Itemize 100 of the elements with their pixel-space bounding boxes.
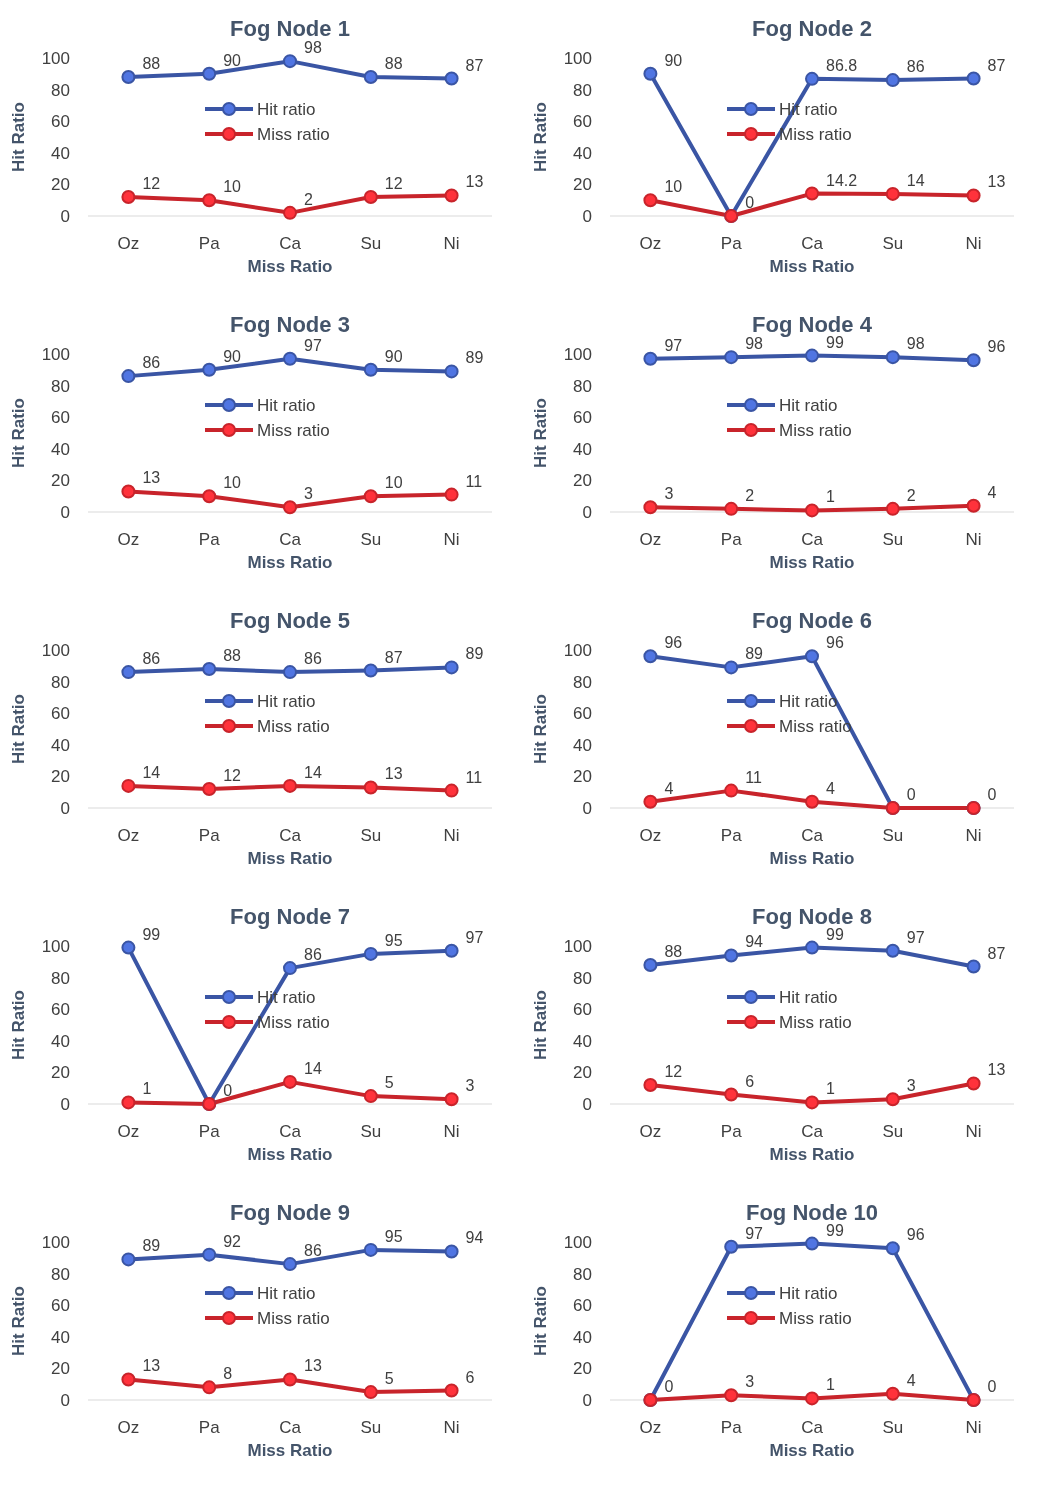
x-tick-label: Oz [639,1122,662,1141]
y-axis-title: Hit Ratio [9,398,28,468]
data-label: 14 [906,171,925,189]
data-label: 11 [465,768,483,786]
y-tick-label: 0 [60,1390,70,1410]
y-tick-label: 40 [573,143,592,163]
x-tick-label: Ca [279,826,302,845]
y-tick-label: 0 [582,502,592,522]
data-label: 0 [987,1378,997,1395]
x-tick-label: Oz [639,530,662,549]
x-tick-label: Pa [720,826,743,845]
legend-label: Miss ratio [257,716,330,736]
x-axis-title: Miss Ratio [769,1145,855,1164]
y-tick-label: 0 [582,798,592,818]
x-tick-label: Oz [117,1418,140,1437]
data-label: 10 [223,474,242,492]
data-label: 3 [745,1373,755,1391]
y-tick-label: 60 [51,1296,70,1316]
y-tick-label: 20 [51,175,70,195]
data-label: 96 [906,1226,925,1244]
legend-label: Hit ratio [779,987,838,1007]
y-axis-title: Hit Ratio [9,694,28,764]
x-tick-label: Oz [117,234,140,253]
data-label: 12 [384,175,403,193]
chart-title: Fog Node 6 [752,608,872,633]
x-axis-title: Miss Ratio [247,553,333,572]
y-tick-label: 0 [60,1094,70,1114]
y-tick-label: 20 [573,175,592,195]
data-label: 94 [465,1229,484,1247]
x-tick-label: Pa [720,1122,743,1141]
data-label: 98 [906,335,925,353]
legend-label: Hit ratio [779,1283,838,1303]
y-tick-label: 80 [51,80,70,100]
x-tick-label: Ca [801,234,824,253]
legend-label: Miss ratio [779,1012,852,1032]
y-tick-label: 60 [573,1296,592,1316]
y-tick-label: 0 [60,798,70,818]
data-label: 4 [987,483,997,501]
y-tick-label: 20 [51,767,70,787]
y-tick-label: 80 [51,1264,70,1284]
x-tick-label: Pa [720,234,743,253]
data-label: 88 [384,54,403,72]
data-label: 0 [906,786,916,803]
y-tick-label: 80 [573,376,592,396]
y-axis-title: Hit Ratio [531,1286,550,1356]
data-label: 6 [465,1368,475,1386]
data-label: 1 [826,1376,835,1394]
data-label: 1 [826,1080,835,1098]
data-label: 6 [745,1072,755,1090]
x-tick-label: Ni [443,826,460,845]
y-tick-label: 0 [582,1390,592,1410]
legend-label: Miss ratio [779,1308,852,1328]
data-label: 87 [987,944,1006,962]
y-tick-label: 60 [573,1000,592,1020]
x-axis-title: Miss Ratio [769,257,855,276]
x-tick-label: Su [882,1418,904,1437]
data-label: 89 [465,645,484,663]
x-tick-label: Su [882,1122,904,1141]
y-tick-label: 40 [51,735,70,755]
data-label: 97 [465,928,484,946]
x-tick-label: Ni [443,234,460,253]
x-tick-label: Su [360,826,382,845]
data-label: 86 [142,650,161,668]
y-tick-label: 20 [51,1359,70,1379]
x-tick-label: Oz [117,826,140,845]
data-label: 0 [987,786,997,803]
y-tick-label: 40 [51,1327,70,1347]
data-label: 10 [664,178,683,196]
data-label: 98 [745,335,764,353]
data-label: 4 [826,779,835,797]
chart-title: Fog Node 2 [752,16,872,41]
y-tick-label: 20 [573,1359,592,1379]
x-tick-label: Ca [279,1122,302,1141]
data-label: 4 [906,1371,916,1389]
y-axis-title: Hit Ratio [531,694,550,764]
x-tick-label: Su [360,1418,382,1437]
x-axis-title: Miss Ratio [769,553,855,572]
legend-label: Hit ratio [257,99,316,119]
y-tick-label: 100 [563,640,592,660]
data-label: 13 [142,1357,161,1375]
x-tick-label: Pa [198,1418,221,1437]
data-label: 95 [384,931,403,949]
y-tick-label: 60 [51,408,70,428]
data-label: 90 [223,51,242,69]
y-axis-title: Hit Ratio [531,102,550,172]
data-label: 14.2 [826,171,858,189]
data-label: 97 [745,1224,764,1242]
x-tick-label: Ni [965,530,982,549]
data-label: 2 [906,486,916,504]
x-axis-title: Miss Ratio [769,849,855,868]
x-tick-label: Pa [198,530,221,549]
y-axis-title: Hit Ratio [9,990,28,1060]
y-tick-label: 60 [51,1000,70,1020]
y-tick-label: 0 [582,206,592,226]
x-tick-label: Pa [198,234,221,253]
data-label: 88 [664,942,683,960]
y-axis-title: Hit Ratio [531,398,550,468]
x-tick-label: Ca [801,1122,824,1141]
data-label: 90 [223,347,242,365]
legend-label: Hit ratio [257,395,316,415]
